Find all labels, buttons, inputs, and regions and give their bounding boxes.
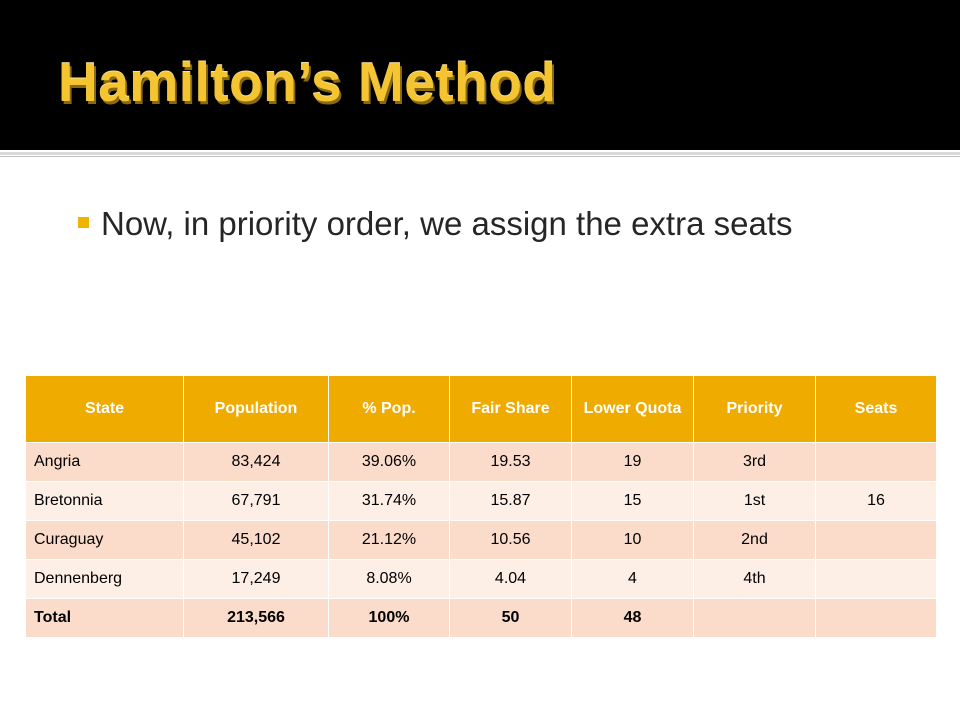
cell-state: Bretonnia xyxy=(25,481,184,521)
header-seats: Seats xyxy=(815,376,937,443)
cell-lower-quota: 48 xyxy=(571,598,694,638)
cell-population: 83,424 xyxy=(183,442,329,482)
cell-population: 213,566 xyxy=(183,598,329,638)
cell-fair-share: 19.53 xyxy=(449,442,572,482)
square-bullet-icon xyxy=(78,217,89,228)
cell-lower-quota: 4 xyxy=(571,559,694,599)
cell-population: 67,791 xyxy=(183,481,329,521)
cell-priority: 4th xyxy=(693,559,816,599)
cell-lower-quota: 10 xyxy=(571,520,694,560)
cell-seats xyxy=(815,442,937,482)
header-fair-share: Fair Share xyxy=(449,376,572,443)
cell-lower-quota: 15 xyxy=(571,481,694,521)
header-population: Population xyxy=(183,376,329,443)
cell-population: 45,102 xyxy=(183,520,329,560)
cell-priority: 3rd xyxy=(693,442,816,482)
table-row: Angria 83,424 39.06% 19.53 19 3rd xyxy=(25,442,937,482)
cell-pct-pop: 100% xyxy=(328,598,450,638)
table-row: Dennenberg 17,249 8.08% 4.04 4 4th xyxy=(25,559,937,599)
title-bar xyxy=(0,0,960,150)
cell-fair-share: 15.87 xyxy=(449,481,572,521)
cell-fair-share: 10.56 xyxy=(449,520,572,560)
header-state: State xyxy=(25,376,184,443)
slide-title: Hamilton’s Method xyxy=(58,51,557,113)
cell-seats xyxy=(815,559,937,599)
apportionment-table: State Population % Pop. Fair Share Lower… xyxy=(25,376,937,638)
header-lower-quota: Lower Quota xyxy=(571,376,694,443)
cell-pct-pop: 31.74% xyxy=(328,481,450,521)
cell-priority: 1st xyxy=(693,481,816,521)
cell-pct-pop: 8.08% xyxy=(328,559,450,599)
cell-pct-pop: 39.06% xyxy=(328,442,450,482)
table-row: Curaguay 45,102 21.12% 10.56 10 2nd xyxy=(25,520,937,560)
table-total-row: Total 213,566 100% 50 48 xyxy=(25,598,937,638)
cell-priority: 2nd xyxy=(693,520,816,560)
title-divider xyxy=(0,152,960,155)
table-header-row: State Population % Pop. Fair Share Lower… xyxy=(25,376,937,443)
cell-seats: 16 xyxy=(815,481,937,521)
title-divider-thin xyxy=(0,156,960,157)
cell-seats xyxy=(815,598,937,638)
cell-lower-quota: 19 xyxy=(571,442,694,482)
cell-state: Dennenberg xyxy=(25,559,184,599)
cell-state: Curaguay xyxy=(25,520,184,560)
cell-fair-share: 4.04 xyxy=(449,559,572,599)
cell-population: 17,249 xyxy=(183,559,329,599)
cell-fair-share: 50 xyxy=(449,598,572,638)
header-pct-pop: % Pop. xyxy=(328,376,450,443)
header-priority: Priority xyxy=(693,376,816,443)
cell-pct-pop: 21.12% xyxy=(328,520,450,560)
bullet-text: Now, in priority order, we assign the ex… xyxy=(101,205,793,242)
cell-seats xyxy=(815,520,937,560)
cell-state: Total xyxy=(25,598,184,638)
cell-state: Angria xyxy=(25,442,184,482)
table-row: Bretonnia 67,791 31.74% 15.87 15 1st 16 xyxy=(25,481,937,521)
cell-priority xyxy=(693,598,816,638)
